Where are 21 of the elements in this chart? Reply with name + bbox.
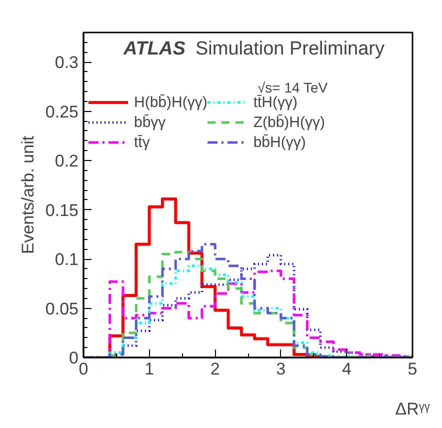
legend-label: tt̄H(γγ) [253, 94, 298, 110]
legend-label: bb̄H(γγ) [253, 134, 306, 150]
y-axis-title: Events/arb. unit [18, 136, 38, 254]
annotation: √s= 14 TeV [258, 80, 328, 96]
legend-label: H(bb̄)H(γγ) [134, 94, 208, 110]
y-tick-label: 0.15 [45, 200, 79, 220]
y-tick-label: 0.3 [54, 53, 79, 72]
y-tick-label: 0.1 [54, 250, 79, 270]
legend-label: Z(bb̄)H(γγ) [253, 114, 326, 130]
annotation: ATLAS Simulation Preliminary [122, 38, 386, 60]
x-tick-label: 5 [408, 360, 418, 378]
y-tick-label: 0.25 [45, 102, 79, 122]
y-tick-label: 0.05 [45, 299, 79, 318]
x-tick-label: 1 [144, 360, 154, 378]
x-tick-label: 2 [210, 360, 220, 378]
legend-label: bb̄γγ [134, 114, 166, 130]
legend-label: tt̄γ [134, 134, 151, 150]
x-tick-label: 4 [342, 360, 352, 378]
x-axis-title: ΔRᵞᵞ [395, 400, 430, 418]
x-tick-label: 3 [276, 360, 286, 378]
y-tick-label: 0.2 [54, 152, 79, 171]
